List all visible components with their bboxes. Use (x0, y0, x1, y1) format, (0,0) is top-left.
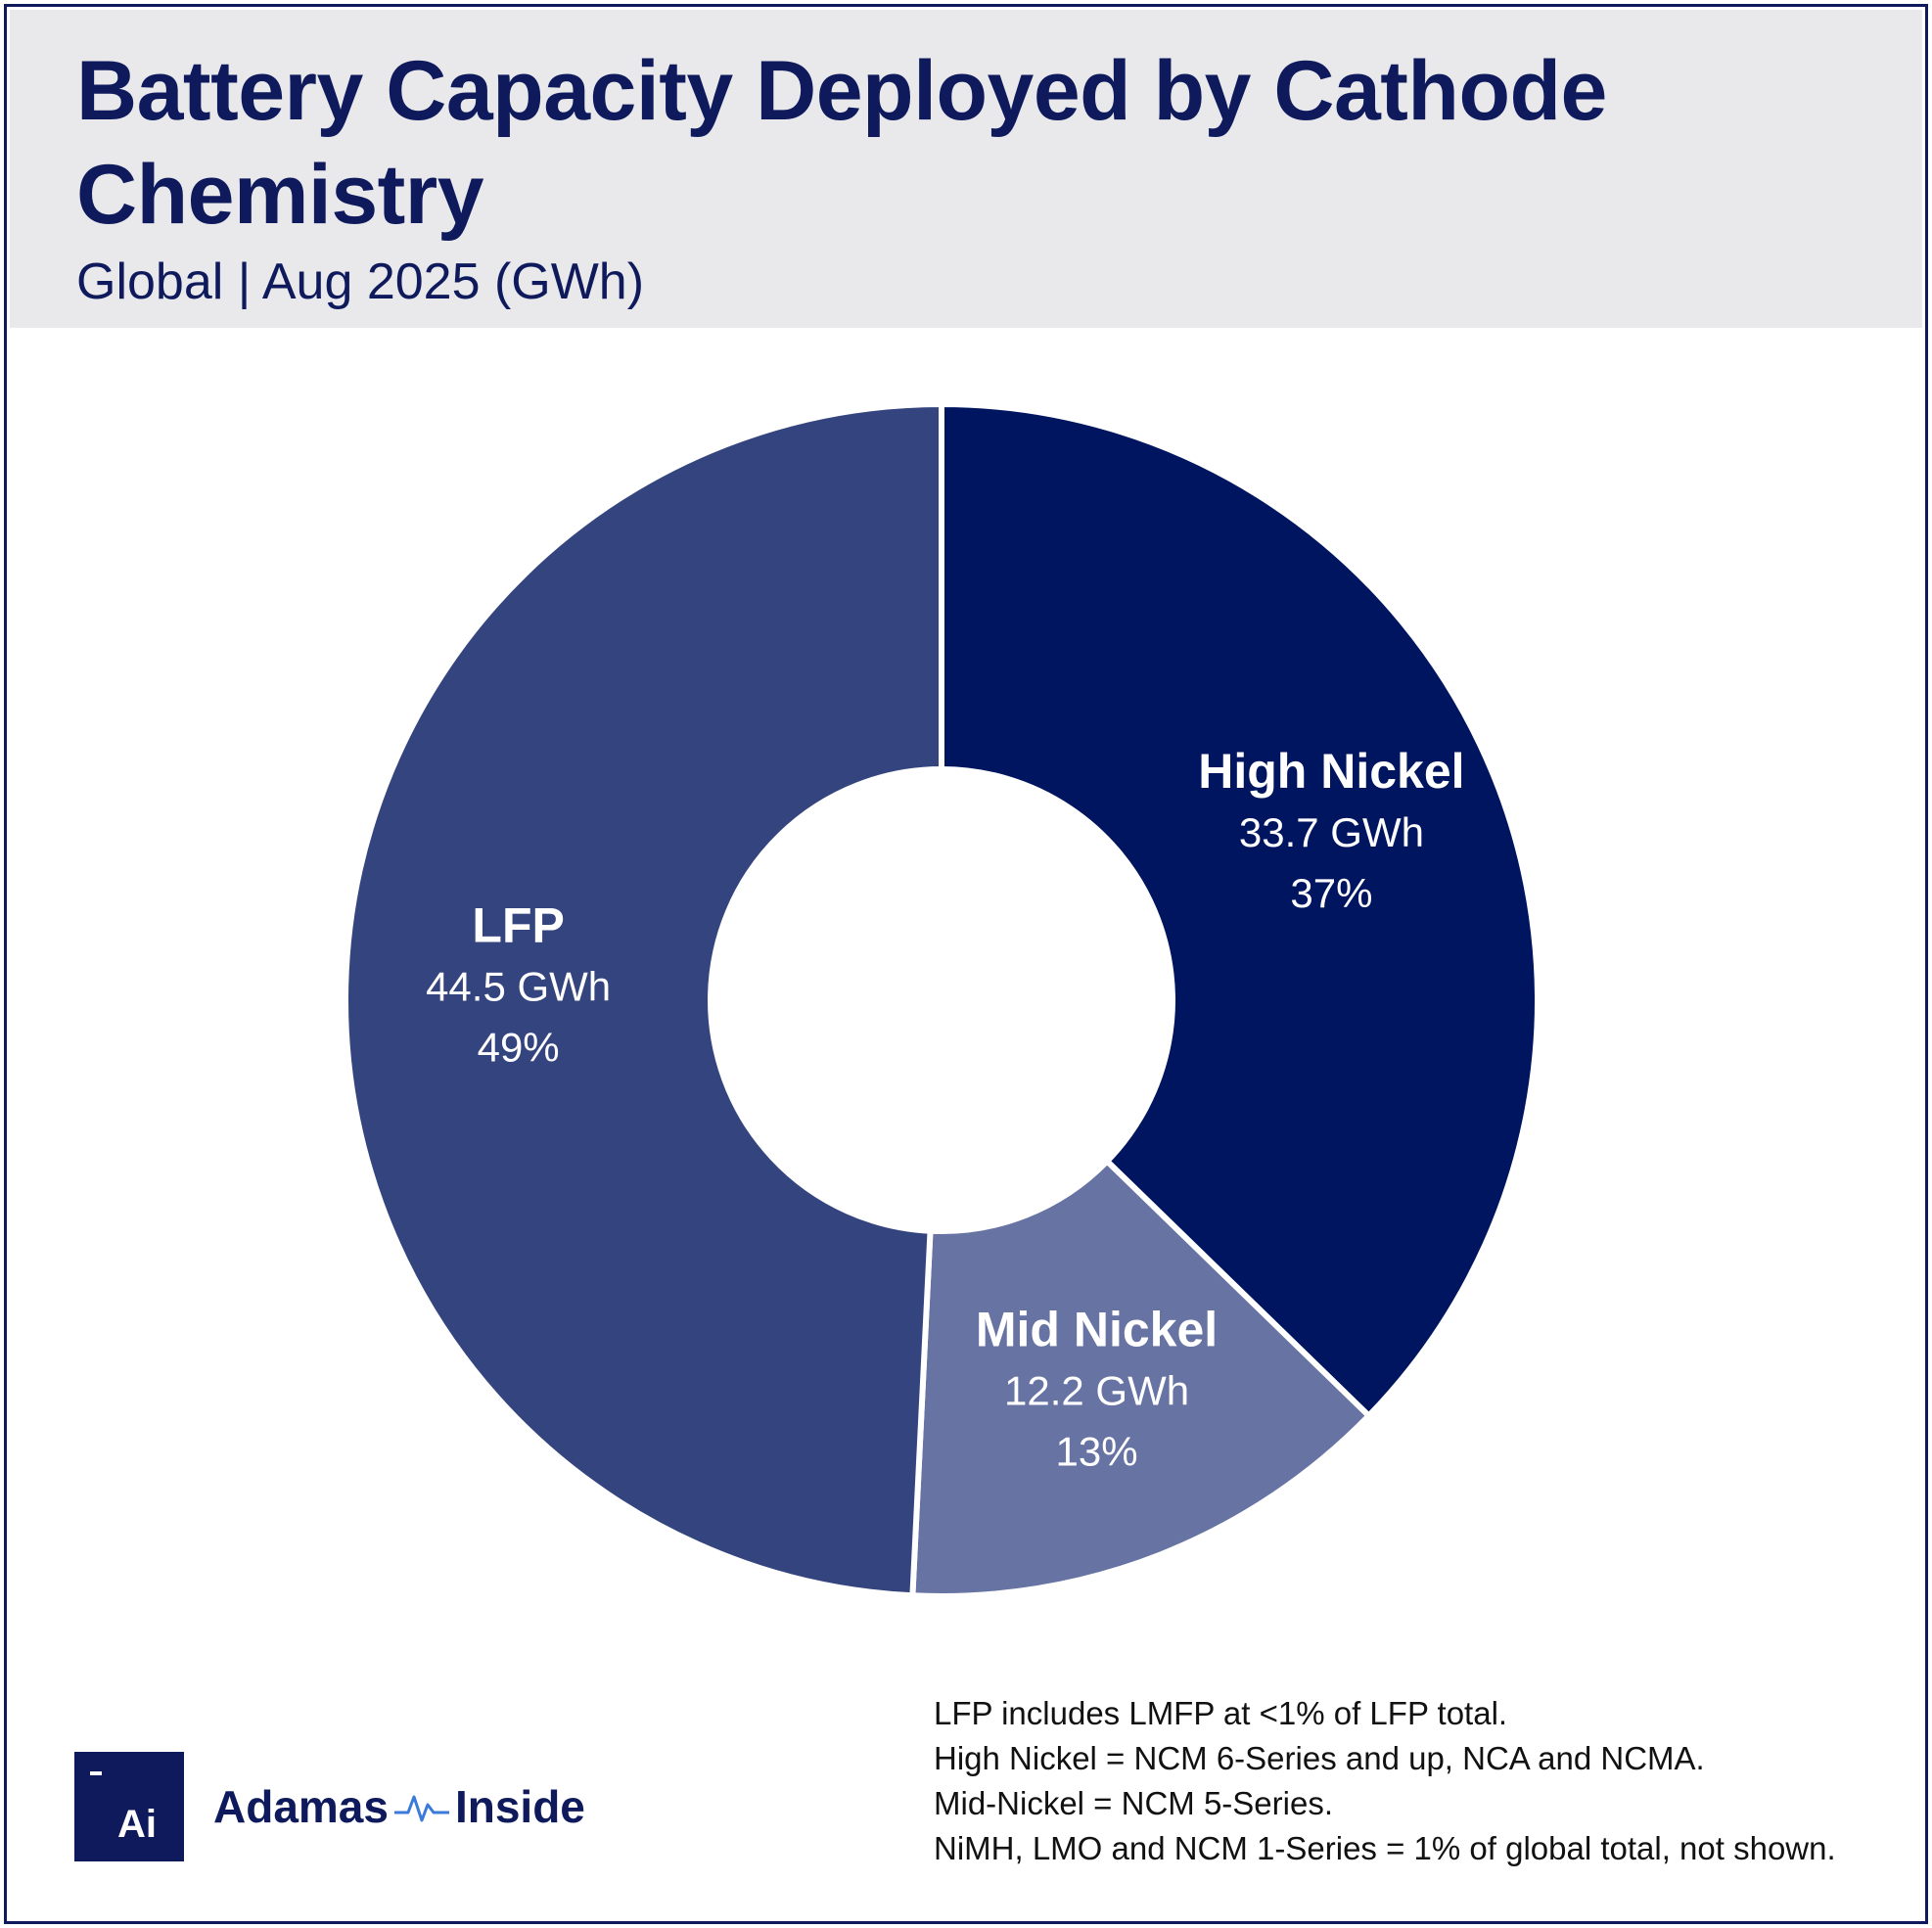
header-band: Battery Capacity Deployed by Cathode Che… (10, 10, 1922, 328)
slice-mid-nickel (909, 1158, 1372, 1599)
brand-name-left: Adamas (213, 1781, 389, 1832)
infographic-frame: Battery Capacity Deployed by Cathode Che… (4, 4, 1928, 1924)
brand-logo: Ai (74, 1752, 184, 1861)
slice-value-label: 33.7 GWh (1239, 809, 1424, 855)
slice-high-nickel (939, 401, 1541, 1419)
slice-name-label: High Nickel (1198, 744, 1464, 799)
slice-value-label: 12.2 GWh (1004, 1367, 1189, 1413)
chart-subtitle: Global | Aug 2025 (GWh) (76, 253, 645, 310)
footnote-line: High Nickel = NCM 6-Series and up, NCA a… (934, 1740, 1705, 1776)
brand-name: Adamas Inside (213, 1779, 585, 1834)
slice-name-label: Mid Nickel (976, 1303, 1218, 1357)
slice-percent-label: 37% (1290, 870, 1372, 916)
logo-dash-mark (90, 1771, 102, 1775)
logo-text: Ai (117, 1803, 157, 1846)
footnotes: LFP includes LMFP at <1% of LFP total. H… (934, 1691, 1836, 1871)
donut-slices (343, 401, 1541, 1599)
footnote-line: LFP includes LMFP at <1% of LFP total. (934, 1695, 1508, 1731)
footnote-line: Mid-Nickel = NCM 5-Series. (934, 1785, 1333, 1821)
brand-name-right: Inside (454, 1781, 585, 1832)
slice-value-label: 44.5 GWh (426, 964, 611, 1010)
footnote-line: NiMH, LMO and NCM 1-Series = 1% of globa… (934, 1830, 1836, 1866)
chart-title: Battery Capacity Deployed by Cathode Che… (76, 44, 1607, 242)
slice-percent-label: 49% (478, 1025, 560, 1071)
slice-name-label: LFP (472, 898, 564, 953)
slice-labels: High Nickel 33.7 GWh 37% Mid Nickel 12.2 GWh… (426, 744, 1464, 1475)
slice-percent-label: 13% (1056, 1428, 1138, 1474)
pulse-icon (393, 1795, 449, 1822)
slice-lfp (343, 401, 944, 1599)
